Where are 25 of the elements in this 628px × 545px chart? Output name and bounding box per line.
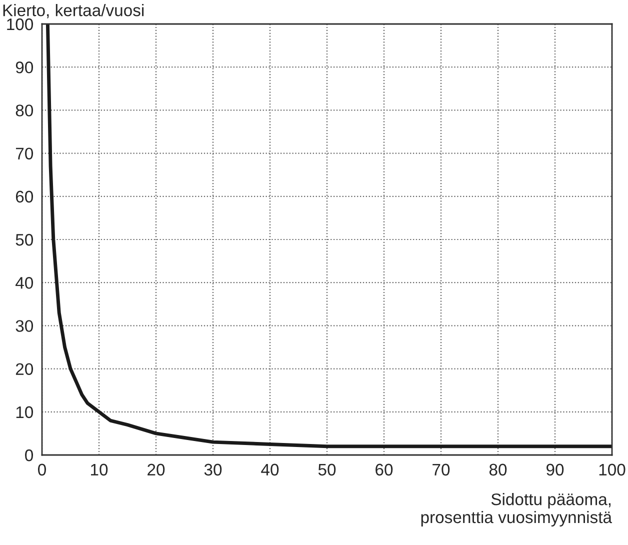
x-tick-label: 100 xyxy=(599,464,626,476)
y-axis-title: Kierto, kertaa/vuosi xyxy=(3,4,144,18)
x-tick-label: 80 xyxy=(489,464,507,476)
y-tick-label: 90 xyxy=(16,62,34,74)
y-tick-label: 0 xyxy=(25,449,34,462)
y-tick-label: 20 xyxy=(16,363,34,376)
x-tick-label: 40 xyxy=(261,464,279,476)
y-tick-label: 60 xyxy=(16,190,34,203)
y-tick-label: 10 xyxy=(16,406,34,418)
y-tick-label: 30 xyxy=(16,320,34,332)
x-tick-label: 0 xyxy=(38,464,46,476)
y-tick-label: 50 xyxy=(16,234,34,246)
x-tick-label: 20 xyxy=(148,464,165,476)
x-tick-label: 70 xyxy=(432,464,450,476)
line-series xyxy=(46,24,612,448)
x-tick-label: 60 xyxy=(376,464,393,476)
x-axis-title: Sidottu pääoma, prosenttia vuosimyynnistä xyxy=(421,493,612,526)
y-tick-label: 80 xyxy=(16,104,34,116)
x-tick-label: 30 xyxy=(204,464,222,476)
x-tick-label: 50 xyxy=(318,464,336,476)
x-tick-label: 10 xyxy=(91,464,108,476)
y-tick-label: 70 xyxy=(16,148,34,160)
y-tick-label: 40 xyxy=(16,277,34,289)
y-tick-label: 100 xyxy=(7,18,34,30)
x-tick-label: 90 xyxy=(546,464,564,476)
